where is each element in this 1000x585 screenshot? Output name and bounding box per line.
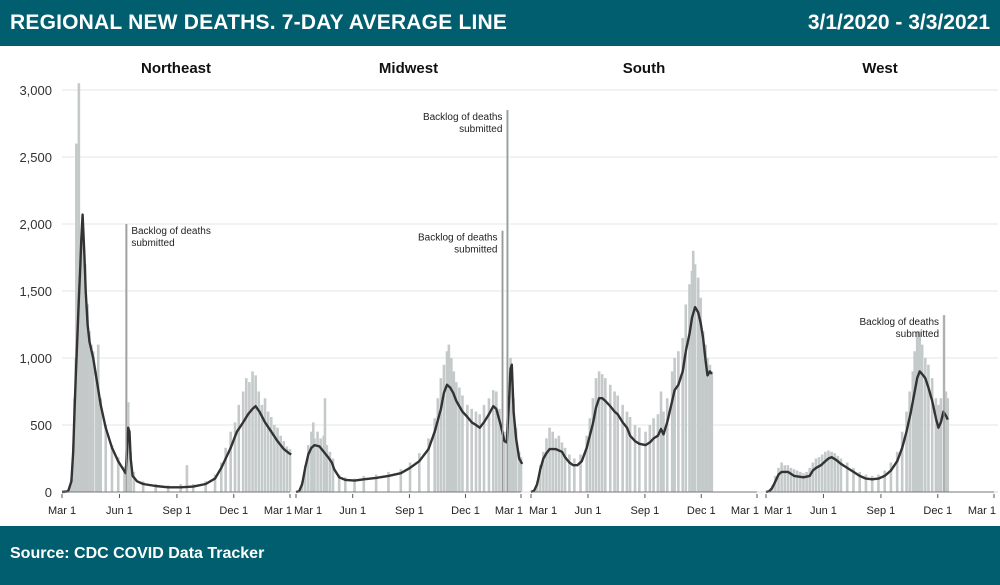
chart-title: REGIONAL NEW DEATHS. 7-DAY AVERAGE LINE	[10, 11, 508, 34]
annotation-text: submitted	[459, 124, 502, 135]
y-tick-label: 2,500	[19, 150, 52, 165]
chart-area: 0 500 1,000 1,500 2,000 2,500 3,000 Northeast Ba…	[0, 46, 1000, 526]
x-tick-label: Mar 1	[529, 505, 557, 517]
panel-title: Northeast	[141, 60, 211, 77]
x-tick-label: Mar 1	[764, 505, 792, 517]
x-tick-label: Dec 1	[923, 505, 952, 517]
x-tick-label: Mar 1	[264, 505, 292, 517]
x-tick-label: Jun 1	[810, 505, 837, 517]
annotation-text: submitted	[131, 238, 174, 249]
x-tick-label: Dec 1	[451, 505, 480, 517]
x-tick-label: Dec 1	[687, 505, 716, 517]
annotation-text: submitted	[454, 245, 497, 256]
x-tick-label: Sep 1	[631, 505, 660, 517]
y-tick-label: 2,000	[19, 217, 52, 232]
x-tick-label: Jun 1	[339, 505, 366, 517]
annotation-text: submitted	[896, 329, 939, 340]
y-tick-label: 1,000	[19, 351, 52, 366]
annotation-text: Backlog of deaths	[418, 233, 498, 244]
avg-line	[765, 370, 949, 494]
y-tick-label: 3,000	[19, 83, 52, 98]
x-tick-label: Dec 1	[219, 505, 248, 517]
annotation-text: Backlog of deaths	[860, 317, 940, 328]
avg-line	[530, 305, 713, 494]
x-tick-label: Sep 1	[395, 505, 424, 517]
panel-title: South	[623, 60, 666, 77]
x-tick-label: Mar 1	[48, 505, 76, 517]
avg-line	[61, 213, 292, 494]
panel-title: West	[862, 60, 898, 77]
x-tick-label: Sep 1	[163, 505, 192, 517]
date-range: 3/1/2020 - 3/3/2021	[807, 11, 990, 34]
annotation-text: Backlog of deaths	[423, 112, 503, 123]
title-banner: REGIONAL NEW DEATHS. 7-DAY AVERAGE LINE …	[0, 0, 1000, 46]
x-tick-label: Jun 1	[575, 505, 602, 517]
panel-title: Midwest	[379, 60, 438, 77]
y-tick-label: 500	[30, 418, 52, 433]
x-tick-label: Mar 1	[294, 505, 322, 517]
annotation-text: Backlog of deaths	[131, 226, 211, 237]
x-tick-label: Jun 1	[106, 505, 133, 517]
x-tick-label: Mar 1	[731, 505, 759, 517]
y-tick-label: 1,500	[19, 284, 52, 299]
x-tick-label: Mar 1	[968, 505, 996, 517]
x-tick-label: Sep 1	[867, 505, 896, 517]
source-banner: Source: CDC COVID Data Tracker	[0, 526, 1000, 585]
source-text: Source: CDC COVID Data Tracker	[10, 545, 265, 562]
x-tick-label: Mar 1	[495, 505, 523, 517]
chart-svg: 0 500 1,000 1,500 2,000 2,500 3,000 Northeast Ba…	[19, 60, 998, 517]
y-tick-label: 0	[45, 485, 52, 500]
avg-line	[295, 363, 524, 494]
